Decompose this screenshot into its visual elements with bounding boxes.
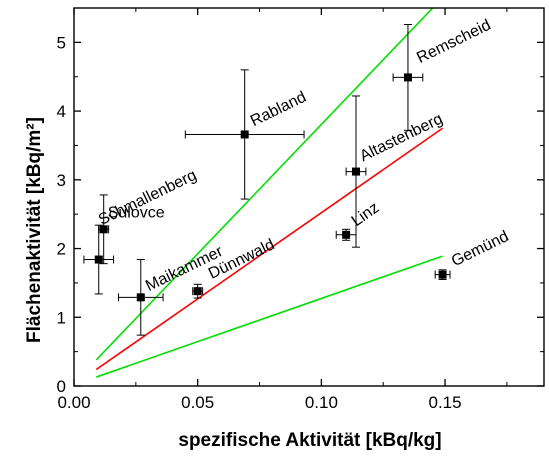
x-axis-label: spezifische Aktivität [kBq/kg] [178, 430, 441, 451]
point-label: Sulovce [108, 205, 165, 222]
point-marker [438, 270, 447, 279]
data-points: SulovceSchmallenbergMaikammerDünnwaldRab… [83, 17, 512, 336]
y-tick-label: 2 [57, 240, 66, 259]
data-point-linz: Linz [335, 199, 383, 241]
axes-frame [73, 7, 545, 387]
point-label: Rabland [248, 89, 309, 130]
data-point-rabland: Rabland [184, 69, 309, 200]
y-tick-label: 0 [57, 377, 66, 396]
x-tick-label: 0.00 [57, 393, 90, 412]
point-marker [342, 230, 351, 239]
y-tick-label: 1 [57, 308, 66, 327]
y-tick-label: 4 [57, 102, 66, 121]
point-marker [403, 73, 412, 82]
axis-ticks: 0.00 0.05 0.10 0.15 0 1 2 3 4 5 [57, 8, 544, 412]
x-tick-label: 0.10 [305, 393, 338, 412]
y-axis-label: Flächenaktivität [kBq/m²] [24, 117, 45, 343]
data-point-remscheid: Remscheid [392, 17, 494, 131]
point-marker [240, 130, 249, 139]
point-marker [136, 293, 145, 302]
point-label: Remscheid [414, 17, 493, 67]
point-marker [193, 287, 202, 296]
data-point-maikammer: Maikammer [118, 243, 226, 336]
plot-frame [73, 7, 545, 387]
x-tick-label: 0.15 [429, 393, 462, 412]
y-tick-label: 3 [57, 171, 66, 190]
point-marker [99, 225, 108, 234]
y-tick-label: 5 [57, 33, 66, 52]
fit-line-3 [95, 255, 443, 378]
fit-line-1 [95, 8, 434, 361]
point-label: Gemünd [449, 228, 512, 270]
x-tick-label: 0.05 [181, 393, 214, 412]
point-marker [352, 167, 360, 176]
fit-line-2 [95, 127, 444, 371]
data-point-gem-nd: Gemünd [434, 228, 512, 280]
point-marker [94, 255, 103, 264]
point-label: Linz [349, 199, 383, 230]
fit-lines [95, 8, 444, 378]
data-point-sulovce: Sulovce [83, 205, 165, 295]
